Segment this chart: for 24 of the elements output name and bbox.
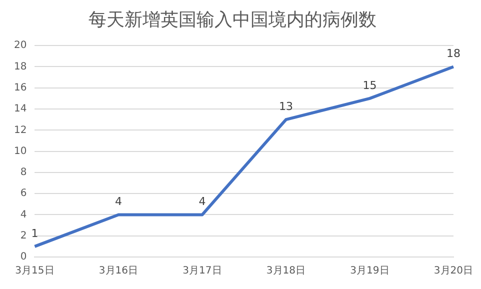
data-label: 15 (362, 78, 377, 92)
x-tick-label: 3月18日 (266, 266, 306, 277)
data-label: 4 (198, 195, 206, 208)
data-label: 4 (114, 195, 122, 208)
y-tick-label: 6 (20, 188, 27, 200)
x-tick-label: 3月17日 (182, 266, 222, 277)
y-tick-label: 0 (20, 252, 27, 263)
x-tick-label: 3月15日 (15, 266, 54, 277)
y-tick-label: 10 (14, 146, 27, 157)
y-tick-label: 14 (14, 104, 27, 115)
y-tick-label: 4 (20, 209, 27, 220)
y-tick-label: 18 (14, 61, 27, 72)
data-label: 13 (278, 100, 293, 113)
y-tick-label: 12 (14, 124, 27, 136)
y-tick-label: 16 (14, 82, 27, 94)
x-tick-label: 3月16日 (98, 266, 138, 277)
x-tick-label: 3月20日 (434, 266, 474, 277)
data-label: 18 (446, 47, 460, 60)
x-tick-label: 3月19日 (350, 266, 390, 277)
chart-title: 每天新增英国输入中国境内的病例数 (88, 9, 376, 30)
y-tick-label: 2 (20, 230, 27, 242)
y-tick-label: 20 (14, 40, 27, 52)
data-label: 1 (31, 226, 38, 240)
y-tick-label: 8 (20, 167, 27, 178)
